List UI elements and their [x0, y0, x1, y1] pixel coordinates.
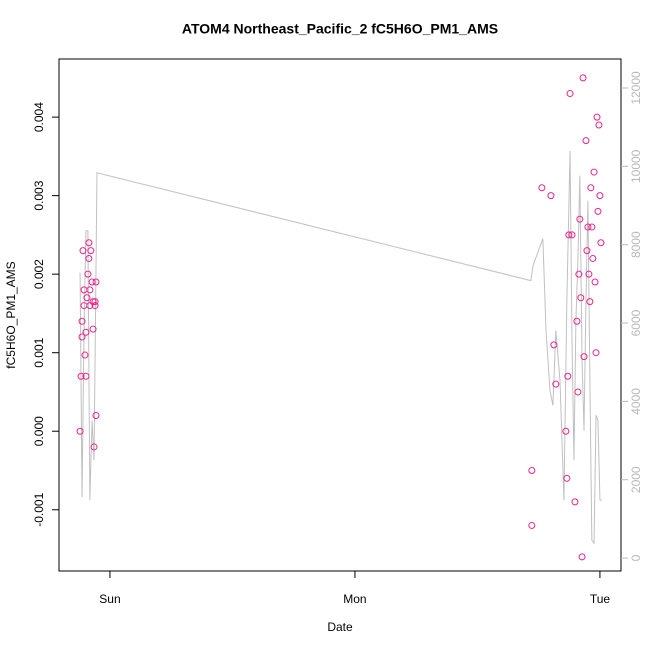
scatter-point [528, 466, 536, 474]
scatter-point [552, 380, 560, 388]
y-tick-label: 0.001 [32, 337, 46, 367]
x-tick-label: Mon [343, 592, 366, 606]
y-tick-label: 0.000 [32, 416, 46, 446]
scatter-point [593, 113, 601, 121]
scatter-point [82, 372, 90, 380]
scatter-point [587, 184, 595, 192]
x-tick-label: Sun [99, 592, 120, 606]
scatter-point [578, 553, 586, 561]
scatter-point [595, 121, 603, 129]
y-tick-label: -0.001 [32, 492, 46, 526]
scatter-point [85, 254, 93, 262]
scatter-point [574, 388, 582, 396]
scatter-point [596, 192, 604, 200]
scatter-point [528, 521, 536, 529]
scatter-point [550, 341, 558, 349]
x-axis-label: Date [327, 620, 353, 634]
y-tick-label: 0.004 [32, 102, 46, 132]
y2-tick-label: 4000 [629, 388, 643, 415]
scatter-point [78, 333, 86, 341]
scatter-point [78, 317, 86, 325]
scatter-point [79, 247, 87, 255]
scatter-point [571, 498, 579, 506]
scatter-point [92, 412, 100, 420]
scatter-point [87, 247, 95, 255]
scatter-point [583, 247, 591, 255]
scatter-point [92, 278, 100, 286]
scatter-point [562, 427, 570, 435]
scatter-point [582, 137, 590, 145]
y-tick-label: 0.002 [32, 259, 46, 289]
scatter-point [575, 270, 583, 278]
scatter-point [592, 349, 600, 357]
scatter-point [597, 239, 605, 247]
scatter-point [538, 184, 546, 192]
scatter-point [594, 207, 602, 215]
scatter-point [547, 192, 555, 200]
scatter-point [77, 372, 85, 380]
scatter-point [564, 372, 572, 380]
scatter-point [89, 298, 97, 306]
scatter-point [88, 278, 96, 286]
scatter-point [589, 254, 597, 262]
y2-tick-label: 10000 [629, 149, 643, 183]
scatter-point [91, 298, 99, 306]
scatter-point [586, 298, 594, 306]
scatter-point [576, 215, 584, 223]
y2-tick-label: 6000 [629, 309, 643, 336]
scatter-point [76, 427, 84, 435]
scatter-point [90, 443, 98, 451]
scatter-point [82, 328, 90, 336]
y2-tick-label: 0 [629, 554, 643, 561]
scatter-point [579, 74, 587, 82]
scatter-point [85, 239, 93, 247]
scatter-point [588, 223, 596, 231]
scatter-point [566, 90, 574, 98]
scatter-point [83, 294, 91, 302]
scatter-point [585, 270, 593, 278]
scatter-point [573, 317, 581, 325]
scatter-point [86, 286, 94, 294]
scatter-point [565, 231, 573, 239]
scatter-point [568, 231, 576, 239]
scatter-point [577, 294, 585, 302]
x-tick-label: Tue [590, 592, 611, 606]
y-axis-label: fC5H6O_PM1_AMS [4, 261, 18, 368]
y-tick-label: 0.003 [32, 180, 46, 210]
scatter-point [580, 353, 588, 361]
scatter-point [89, 325, 97, 333]
scatter-point [91, 302, 99, 310]
scatter-point [81, 351, 89, 359]
scatter-point [584, 223, 592, 231]
chart-title: ATOM4 Northeast_Pacific_2 fC5H6O_PM1_AMS [182, 21, 498, 37]
y2-tick-label: 12000 [629, 71, 643, 105]
y2-tick-label: 8000 [629, 231, 643, 258]
y2-tick-label: 2000 [629, 466, 643, 493]
scatter-point [84, 270, 92, 278]
scatter-point [80, 286, 88, 294]
scatter-point [590, 168, 598, 176]
line-series [79, 150, 602, 545]
scatter-point [563, 474, 571, 482]
scatter-point [591, 278, 599, 286]
plot-frame [58, 58, 622, 572]
